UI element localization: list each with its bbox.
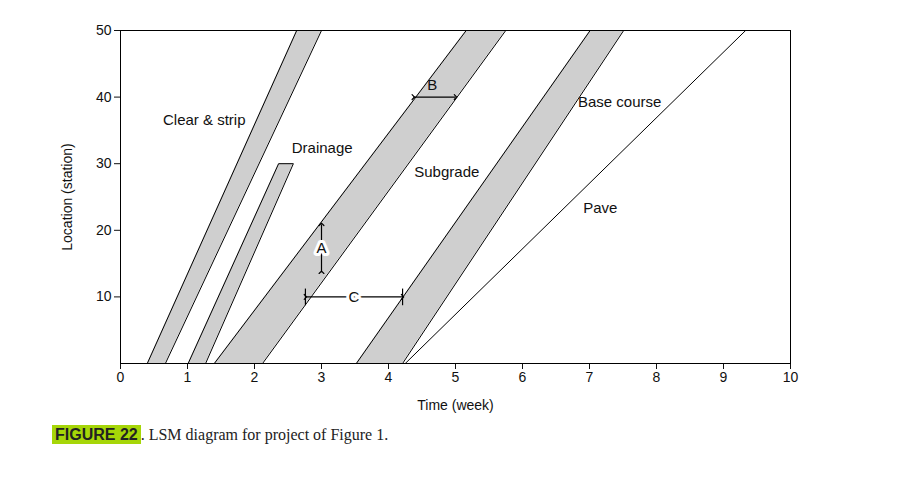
svg-text:6: 6: [519, 369, 527, 385]
svg-text:5: 5: [452, 369, 460, 385]
svg-text:Drainage: Drainage: [292, 139, 353, 156]
svg-text:3: 3: [318, 369, 326, 385]
svg-text:7: 7: [586, 369, 594, 385]
svg-text:4: 4: [385, 369, 393, 385]
svg-text:20: 20: [96, 222, 112, 238]
svg-text:10: 10: [783, 369, 799, 385]
svg-text:Subgrade: Subgrade: [414, 163, 479, 180]
svg-text:Clear & strip: Clear & strip: [163, 111, 246, 128]
svg-text:A: A: [316, 239, 326, 256]
svg-text:2: 2: [251, 369, 259, 385]
html-text:FIGURE 22. LSM diagram for pro: FIGURE 22. LSM diagram for project of Fi…: [55, 426, 389, 443]
svg-text:Base course: Base course: [578, 93, 661, 110]
svg-text:8: 8: [653, 369, 661, 385]
svg-text:40: 40: [96, 89, 112, 105]
svg-text:10: 10: [96, 288, 112, 304]
svg-text:Pave: Pave: [583, 199, 617, 216]
svg-text:30: 30: [96, 155, 112, 171]
svg-text:Time (week): Time (week): [417, 397, 494, 413]
svg-text:50: 50: [96, 22, 112, 38]
svg-text:C: C: [349, 288, 360, 305]
svg-text:Location (station): Location (station): [59, 143, 75, 250]
svg-text:0: 0: [117, 369, 125, 385]
svg-text:9: 9: [720, 369, 728, 385]
svg-text:1: 1: [184, 369, 192, 385]
svg-text:B: B: [427, 76, 437, 93]
